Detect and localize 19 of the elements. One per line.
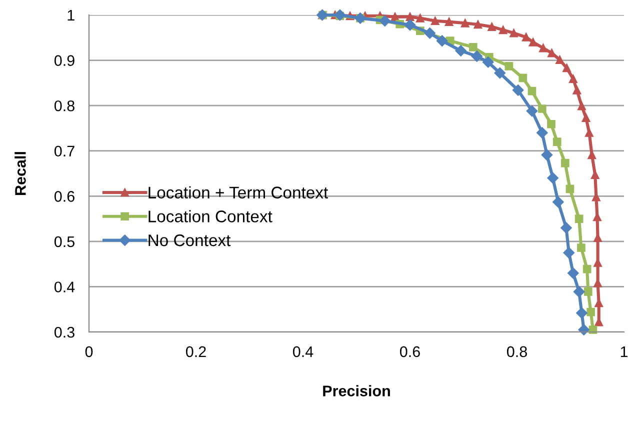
legend-label: Location + Term Context xyxy=(148,186,328,198)
x-tick-label: 1 xyxy=(620,346,628,357)
y-tick-label: 1 xyxy=(68,10,74,21)
y-axis-title: Recall xyxy=(14,152,26,195)
legend-label: No Context xyxy=(148,234,231,246)
x-tick-label: 0.2 xyxy=(186,346,206,358)
x-tick-label: 0.6 xyxy=(400,346,420,358)
x-tick-label: 0.4 xyxy=(292,346,314,358)
y-tick-label: 0.6 xyxy=(54,191,74,202)
y-tick-label: 0.9 xyxy=(54,55,74,66)
y-tick-label: 0.8 xyxy=(54,100,74,112)
y-tick-label: 0.5 xyxy=(54,236,74,248)
y-tick-label: 0.4 xyxy=(54,282,75,292)
x-tick-label: 0.8 xyxy=(506,346,527,358)
x-tick-label: 0 xyxy=(85,346,93,358)
y-tick-label: 0.3 xyxy=(54,326,74,338)
x-axis-title: Precision xyxy=(323,385,390,396)
y-tick-label: 0.7 xyxy=(54,146,74,157)
legend-label: Location Context xyxy=(148,210,272,222)
